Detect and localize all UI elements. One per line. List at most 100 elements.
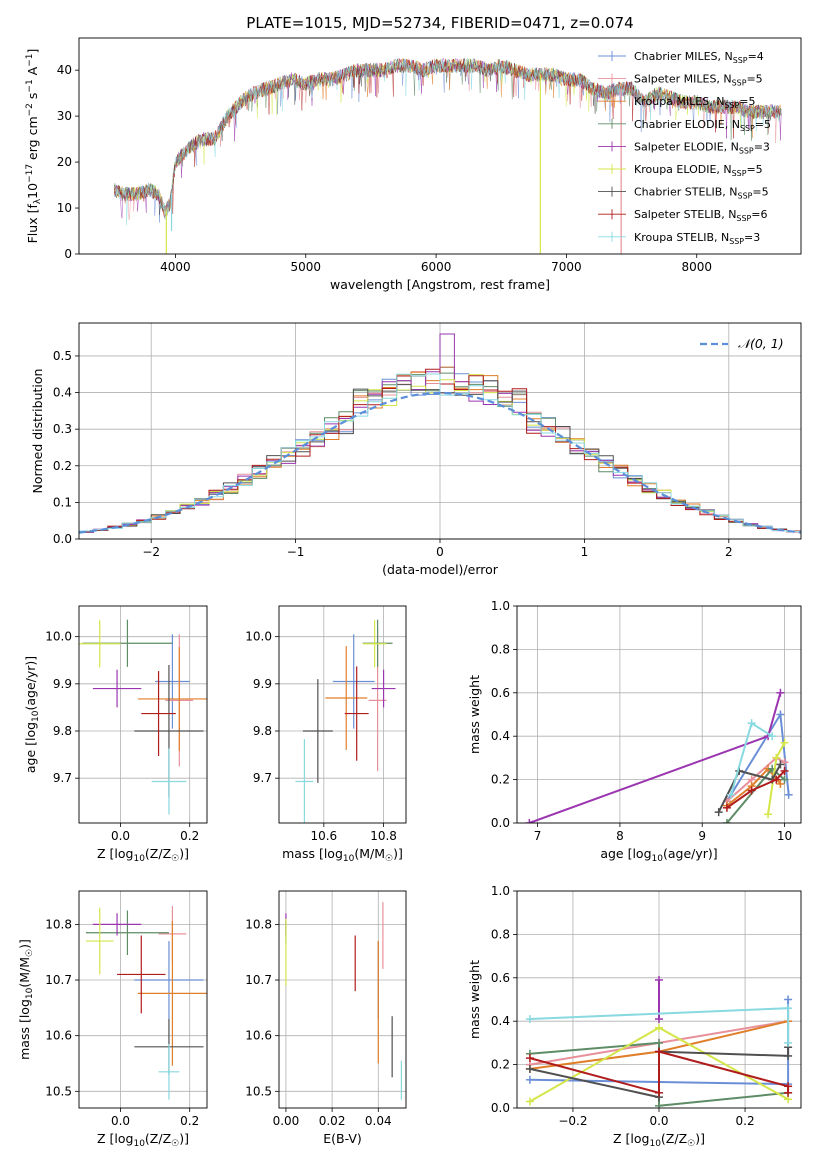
y-tick-label: 10.8 xyxy=(245,917,272,931)
axes-frame xyxy=(516,605,802,824)
x-tick-label: 2 xyxy=(725,545,733,559)
axes-age-vs-Z: 0.0 0.2 9.7 9.8 9.9 10.0 Z [log10(Z/Z☉)] age [l… xyxy=(23,605,208,864)
x-axis-label: wavelength [Angstrom, rest frame] xyxy=(330,277,550,292)
weight-marker-kroupa-stelib xyxy=(784,1004,793,1013)
weight-marker-kroupa-stelib xyxy=(747,719,756,728)
x-tick-label: 0.0 xyxy=(111,829,130,843)
plot-area-weight-vs-age xyxy=(525,688,793,823)
weight-marker-salpeter-elodie xyxy=(655,1015,663,1024)
x-tick-label: 0.04 xyxy=(365,1114,392,1128)
y-tick-label: 9.9 xyxy=(53,677,72,691)
axes-residuals: −2 −1 0 1 2 0.0 0.1 0.2 0.3 0.4 0.5 (data-model)/er… xyxy=(30,322,802,577)
weight-marker-kroupa-stelib xyxy=(525,1015,534,1024)
y-tick-label: 0.0 xyxy=(491,816,510,830)
plot-area-weight-vs-Z xyxy=(525,975,793,1108)
y-tick-label: 40 xyxy=(57,63,72,77)
axes-weight-vs-age: 7 8 9 10 0.0 0.2 0.4 0.6 0.8 1.0 age [log10(age/yr… xyxy=(467,599,802,864)
y-axis-label: mass weight xyxy=(467,960,482,1039)
y-tick-label: 0.6 xyxy=(491,686,510,700)
plot-area-mass-vs-EBV xyxy=(285,902,402,1100)
y-tick-label: 10.7 xyxy=(245,973,272,987)
y-tick-label: 0.8 xyxy=(491,642,510,656)
axes-frame xyxy=(278,605,407,824)
x-tick-label: 6000 xyxy=(421,260,452,274)
y-tick-label: 9.8 xyxy=(53,724,72,738)
legend-label-chabrier-stelib: Chabrier STELIB, NSSP=5 xyxy=(634,186,769,201)
legend-label-kroupa-stelib: Kroupa STELIB, NSSP=3 xyxy=(634,231,760,246)
y-tick-label: 10.0 xyxy=(245,630,272,644)
axes-age-vs-mass: 10.6 10.8 9.7 9.8 9.9 10.0 mass [log10(M/M☉)] xyxy=(245,605,407,864)
legend-label-salpeter-stelib: Salpeter STELIB, NSSP=6 xyxy=(634,208,767,223)
x-axis-label: mass [log10(M/M☉)] xyxy=(282,846,403,864)
weight-marker-kroupa-elodie xyxy=(780,738,789,747)
y-tick-label: 0.0 xyxy=(491,1101,510,1115)
y-tick-label: 9.7 xyxy=(253,771,272,785)
figure-title: PLATE=1015, MJD=52734, FIBERID=0471, z=0… xyxy=(246,14,633,32)
y-tick-label: 0.4 xyxy=(491,1014,510,1028)
weight-marker-kroupa-miles xyxy=(776,779,785,788)
y-axis-label: age [log10(age/yr)] xyxy=(23,656,41,773)
x-axis-label: Z [log10(Z/Z☉)] xyxy=(97,846,189,864)
y-tick-label: 0.0 xyxy=(53,532,72,546)
x-tick-label: 7000 xyxy=(551,260,582,274)
x-axis-label: (data-model)/error xyxy=(382,562,499,577)
y-tick-label: 10.5 xyxy=(245,1084,272,1098)
y-axis-label: mass [log10(M/M☉)] xyxy=(17,939,35,1060)
x-axis-label: Z [log10(Z/Z☉)] xyxy=(97,1131,189,1149)
y-tick-label: 0.4 xyxy=(491,729,510,743)
x-tick-label: 1 xyxy=(581,545,589,559)
axes-frame xyxy=(78,890,208,1109)
y-tick-label: 0.5 xyxy=(53,349,72,363)
plot-area-spectrum xyxy=(113,57,782,254)
weight-line-salpeter-miles xyxy=(726,756,785,803)
y-tick-label: 0.8 xyxy=(491,927,510,941)
y-tick-label: 0.4 xyxy=(53,386,72,400)
weight-marker-kroupa-stelib xyxy=(784,1038,793,1047)
weight-marker-chabrier-elodie xyxy=(780,775,789,784)
y-tick-label: 0.6 xyxy=(491,971,510,985)
y-tick-label: 10.0 xyxy=(45,630,72,644)
y-tick-label: 0 xyxy=(64,247,72,261)
weight-marker-chabrier-elodie xyxy=(655,1101,663,1108)
legend-label-chabrier-elodie: Chabrier ELODIE, NSSP=5 xyxy=(634,118,771,133)
axes-frame xyxy=(278,890,407,1109)
y-tick-label: 0.1 xyxy=(53,495,72,509)
histogram-kroupa-stelib xyxy=(79,373,801,532)
x-tick-label: 0.2 xyxy=(180,829,199,843)
x-tick-label: 8000 xyxy=(681,260,712,274)
x-tick-label: 0 xyxy=(436,545,444,559)
y-tick-label: 10.6 xyxy=(45,1029,72,1043)
legend-label-kroupa-miles: Kroupa MILES, NSSP=5 xyxy=(634,95,755,110)
x-tick-label: 9 xyxy=(698,829,706,843)
x-tick-label: 4000 xyxy=(160,260,191,274)
chart-layer: 4000 5000 6000 7000 8000010203040wavelength … xyxy=(17,37,802,1149)
legend-label-kroupa-elodie: Kroupa ELODIE, NSSP=5 xyxy=(634,163,763,178)
y-tick-label: 10.7 xyxy=(45,973,72,987)
axes-frame xyxy=(78,605,208,824)
y-tick-label: 9.7 xyxy=(53,771,72,785)
x-tick-label: 0.0 xyxy=(111,1114,130,1128)
y-tick-label: 1.0 xyxy=(491,599,510,613)
weight-marker-chabrier-miles xyxy=(784,790,793,799)
weight-marker-salpeter-stelib xyxy=(747,786,756,795)
weight-marker-salpeter-elodie xyxy=(776,688,785,697)
weight-marker-chabrier-miles xyxy=(776,710,785,719)
weight-marker-kroupa-elodie xyxy=(772,753,781,762)
weight-marker-chabrier-stelib xyxy=(714,808,723,817)
plot-area-mass-vs-Z xyxy=(85,906,207,1100)
weight-marker-chabrier-stelib xyxy=(784,1051,793,1060)
y-tick-label: 30 xyxy=(57,109,72,123)
x-tick-label: 0.2 xyxy=(736,1114,755,1128)
x-tick-label: 0.0 xyxy=(649,1114,668,1128)
weight-marker-kroupa-elodie xyxy=(525,1097,534,1106)
weight-marker-salpeter-stelib xyxy=(655,1047,663,1056)
x-tick-label: 0.02 xyxy=(319,1114,346,1128)
weight-marker-salpeter-stelib xyxy=(784,1088,793,1097)
y-tick-label: 20 xyxy=(57,155,72,169)
weight-marker-chabrier-miles xyxy=(525,1075,534,1084)
x-tick-label: 0.2 xyxy=(180,1114,199,1128)
x-tick-label: 5000 xyxy=(290,260,321,274)
x-tick-label: −2 xyxy=(142,545,160,559)
axes-frame xyxy=(78,37,802,255)
